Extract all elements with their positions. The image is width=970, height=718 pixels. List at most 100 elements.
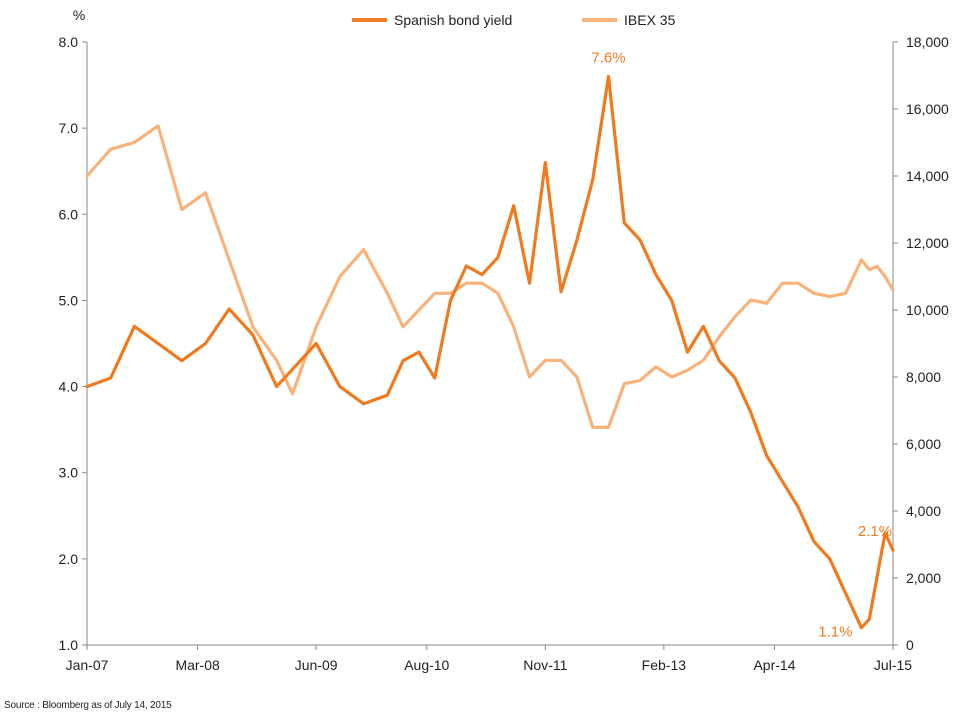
data-point-ibex-35 [338,275,342,278]
data-point-spanish-bond-yield [867,617,871,621]
data-point-ibex-35 [875,265,879,268]
data-point-ibex-35 [480,281,484,285]
data-point-spanish-bond-yield [433,376,437,380]
y-left-tick-label: 2.0 [59,551,79,567]
data-point-ibex-35 [670,375,674,379]
y-right-tick-label: 6,000 [906,436,941,452]
data-point-spanish-bond-yield [156,342,160,345]
data-point-ibex-35 [275,358,278,362]
data-point-spanish-bond-yield [852,609,855,612]
y-right-tick-label: 18,000 [906,34,949,50]
annotation-label: 1.1% [818,623,852,640]
y-right-tick-label: 8,000 [906,369,941,385]
data-point-spanish-bond-yield [480,273,484,276]
series-line-ibex-35 [85,124,895,429]
source-note: Source : Bloomberg as of July 14, 2015 [4,700,172,711]
data-point-ibex-35 [686,368,689,372]
data-point-spanish-bond-yield [85,385,89,388]
data-point-ibex-35 [654,365,658,369]
data-point-ibex-35 [860,258,863,262]
data-point-spanish-bond-yield [733,376,737,380]
data-point-ibex-35 [156,124,160,128]
data-point-ibex-35 [638,379,642,382]
x-tick-label: Feb-13 [642,657,687,673]
data-point-ibex-35 [781,281,784,285]
data-point-spanish-bond-yield [417,350,421,354]
data-point-spanish-bond-yield [559,290,563,294]
x-tick-label: Jan-07 [66,657,109,673]
data-point-spanish-bond-yield [654,273,658,276]
y-left-tick-label: 8.0 [59,34,79,50]
x-tick-label: Mar-08 [175,657,220,673]
data-point-ibex-35 [812,291,816,295]
data-point-ibex-35 [867,268,871,272]
data-point-spanish-bond-yield [338,385,342,388]
data-point-ibex-35 [575,375,579,379]
data-point-spanish-bond-yield [686,350,689,354]
data-point-ibex-35 [449,291,452,295]
data-point-spanish-bond-yield [875,574,879,578]
data-point-ibex-35 [291,392,294,396]
y-left-tick-label: 7.0 [59,120,79,136]
data-point-spanish-bond-yield [575,238,579,242]
data-point-spanish-bond-yield [638,238,642,242]
data-point-spanish-bond-yield [385,393,389,397]
data-point-ibex-35 [749,298,753,302]
data-point-spanish-bond-yield [796,505,800,509]
data-point-spanish-bond-yield [291,367,294,371]
data-point-ibex-35 [464,281,468,285]
y-right-tick-label: 10,000 [906,302,949,318]
x-tick-label: Apr-14 [753,657,795,673]
x-tick-label: Jul-15 [874,657,912,673]
legend: Spanish bond yield IBEX 35 [352,12,676,28]
y-left-unit: % [73,7,85,23]
data-point-ibex-35 [204,191,207,195]
data-point-ibex-35 [591,425,595,429]
annotation-label: 2.1% [858,523,892,540]
data-point-spanish-bond-yield [362,402,365,406]
data-point-spanish-bond-yield [717,359,721,363]
data-point-spanish-bond-yield [702,324,705,328]
data-point-spanish-bond-yield [496,256,500,259]
data-point-ibex-35 [765,301,768,305]
data-point-ibex-35 [733,315,737,319]
data-point-ibex-35 [796,281,800,285]
data-point-ibex-35 [559,358,563,362]
x-tick-label: Aug-10 [404,657,449,673]
y-right-tick-label: 14,000 [906,168,949,184]
data-point-spanish-bond-yield [133,324,136,328]
data-point-ibex-35 [433,291,437,295]
data-point-ibex-35 [362,248,365,252]
data-point-ibex-35 [883,275,887,278]
data-point-spanish-bond-yield [622,221,626,225]
data-point-ibex-35 [314,325,318,329]
data-point-spanish-bond-yield [109,376,113,380]
y-right-tick-label: 16,000 [906,101,949,117]
data-point-spanish-bond-yield [464,264,468,268]
data-point-spanish-bond-yield [512,204,516,208]
data-point-ibex-35 [496,291,500,295]
data-point-spanish-bond-yield [765,454,768,457]
y-right-tick-label: 12,000 [906,235,949,251]
y-right-tick-label: 4,000 [906,503,941,519]
data-point-ibex-35 [133,141,136,144]
data-point-spanish-bond-yield [749,411,753,414]
axes: 8.0 7.0 6.0 5.0 4.0 3.0 2.0 1.0% 18,000 16,000 14,… [59,7,950,673]
series-line-spanish-bond-yield [85,74,895,630]
data-point-spanish-bond-yield [891,548,895,552]
data-point-ibex-35 [180,208,184,211]
data-point-ibex-35 [227,258,231,262]
data-point-spanish-bond-yield [528,281,531,285]
data-point-ibex-35 [109,147,113,151]
y-left-tick-label: 5.0 [59,292,79,308]
y-left-tick-label: 1.0 [59,637,79,653]
annotation-label: 7.6% [591,49,625,66]
y-left-tick-label: 4.0 [59,379,79,395]
y-left-tick-label: 3.0 [59,465,79,481]
data-point-ibex-35 [622,382,626,386]
data-point-spanish-bond-yield [314,342,318,345]
data-point-spanish-bond-yield [204,342,207,345]
data-point-spanish-bond-yield [812,540,816,543]
data-point-ibex-35 [717,335,721,339]
data-point-spanish-bond-yield [251,333,255,337]
